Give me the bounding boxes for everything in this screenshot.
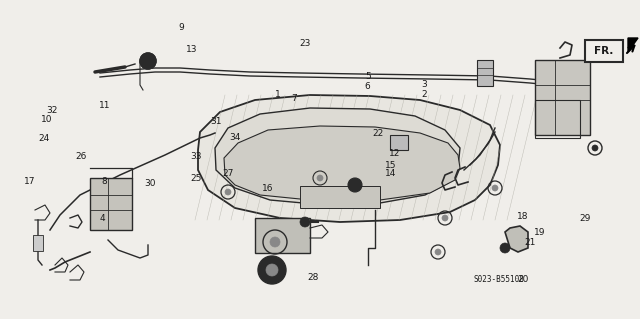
Text: 10: 10 [41, 115, 52, 124]
Text: 16: 16 [262, 184, 274, 193]
Bar [477, 60, 493, 86]
Text: 31: 31 [210, 117, 221, 126]
Circle shape [258, 256, 286, 284]
Text: 4: 4 [99, 214, 105, 223]
Bar [300, 186, 380, 208]
Text: 18: 18 [517, 212, 529, 221]
Text: 27: 27 [223, 169, 234, 178]
Text: 29: 29 [579, 214, 591, 223]
Polygon shape [198, 95, 500, 222]
Circle shape [300, 217, 310, 227]
Text: 15: 15 [385, 161, 397, 170]
Polygon shape [505, 226, 528, 252]
Text: 21: 21 [525, 238, 536, 247]
Circle shape [500, 243, 510, 253]
Text: 3: 3 [421, 80, 427, 89]
Text: 28: 28 [307, 273, 319, 282]
Circle shape [266, 264, 278, 276]
Text: 26: 26 [76, 152, 87, 161]
Text: 17: 17 [24, 177, 36, 186]
Circle shape [140, 53, 156, 69]
Text: 24: 24 [38, 134, 50, 143]
Bar [535, 60, 590, 135]
Text: 32: 32 [46, 106, 58, 115]
Bar [33, 235, 43, 251]
Bar [90, 178, 132, 230]
Text: S023-B55108: S023-B55108 [474, 275, 524, 284]
Polygon shape [215, 108, 460, 205]
Text: 19: 19 [534, 228, 545, 237]
Circle shape [348, 178, 362, 192]
Text: 8: 8 [101, 177, 107, 186]
Text: 12: 12 [388, 149, 400, 158]
Circle shape [435, 249, 441, 255]
Text: 7: 7 [291, 94, 297, 103]
Text: 11: 11 [99, 101, 111, 110]
Text: 6: 6 [365, 82, 371, 91]
Text: 30: 30 [144, 179, 156, 188]
Circle shape [225, 189, 231, 195]
Circle shape [492, 185, 498, 191]
Polygon shape [628, 38, 638, 52]
Text: 2: 2 [421, 90, 427, 99]
Text: 9: 9 [178, 23, 184, 32]
Circle shape [317, 175, 323, 181]
Circle shape [442, 215, 448, 221]
Text: 5: 5 [365, 72, 371, 81]
Circle shape [270, 237, 280, 247]
Text: 34: 34 [229, 133, 241, 142]
Text: 13: 13 [186, 45, 197, 54]
Bar [585, 40, 623, 62]
Text: 23: 23 [300, 39, 311, 48]
Text: FR.: FR. [595, 46, 614, 56]
Text: 22: 22 [372, 130, 384, 138]
Bar [255, 218, 310, 253]
Circle shape [592, 145, 598, 151]
Bar [390, 135, 408, 150]
Bar [535, 100, 580, 138]
Text: 1: 1 [275, 90, 281, 99]
Text: 33: 33 [191, 152, 202, 161]
Text: 14: 14 [385, 169, 397, 178]
Polygon shape [224, 126, 460, 200]
Text: 20: 20 [517, 275, 529, 284]
Text: 25: 25 [191, 174, 202, 183]
